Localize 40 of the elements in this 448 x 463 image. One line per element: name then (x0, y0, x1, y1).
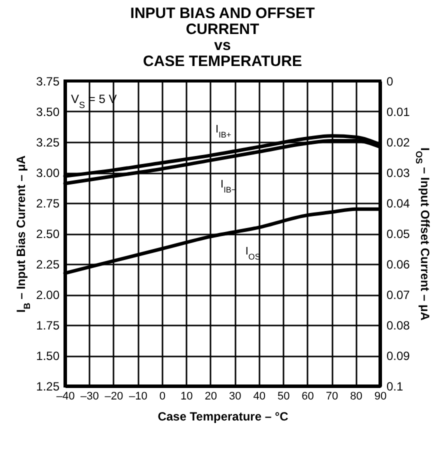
x-tick-label: 50 (277, 390, 290, 402)
y-tick-label: 2.50 (36, 227, 60, 241)
y2-tick-label: 0.06 (386, 258, 410, 272)
y-tick-label: 3.50 (36, 105, 60, 119)
x-tick-label: 20 (204, 390, 218, 402)
y2-tick-label: 0.07 (386, 288, 410, 302)
y-tick-label: 1.25 (36, 380, 60, 394)
y2-tick-label: 0 (386, 74, 394, 88)
x-tick-label: 0 (159, 390, 166, 402)
chart-title: INPUT BIAS AND OFFSET CURRENT vs CASE TEMPERATURE (130, 5, 315, 70)
x-tick-label: 40 (253, 390, 266, 402)
y2-tick-label: 0.02 (386, 136, 410, 150)
x-tick-label: 90 (374, 390, 387, 402)
y2-tick-label: 0.1 (386, 380, 404, 394)
y-tick-label: 2.25 (36, 258, 60, 272)
y2-tick-label: 0.04 (386, 196, 410, 210)
x-tick-label: –30 (80, 390, 99, 402)
series-label: I$_{IB+}$ (216, 123, 232, 139)
x-tick-label: 70 (326, 390, 338, 402)
x-axis-title: Case Temperature – °C (158, 410, 289, 424)
y-tick-label: 2.00 (36, 288, 60, 302)
y-tick-label: 3.75 (36, 74, 60, 88)
y2-tick-label: 0.03 (386, 166, 410, 180)
x-tick-label: 80 (350, 390, 362, 402)
x-tick-label: –10 (129, 390, 148, 402)
y-tick-label: 1.75 (36, 318, 60, 332)
y-tick-label: 2.75 (36, 196, 60, 210)
x-tick-label: 60 (302, 390, 314, 402)
y2-tick-label: 0.08 (386, 318, 410, 332)
x-tick-label: 30 (228, 390, 242, 402)
y2-tick-label: 0.05 (386, 227, 410, 241)
y-tick-label: 3.00 (36, 166, 60, 180)
x-tick-label: –40 (56, 390, 75, 402)
y2-tick-label: 0.01 (386, 105, 410, 119)
x-tick-label: –20 (104, 390, 124, 402)
y-tick-label: 1.50 (36, 349, 60, 363)
x-tick-label: 10 (180, 390, 193, 402)
series-label: I$_{IB−}$ (220, 178, 236, 194)
y2-tick-label: 0.09 (386, 349, 410, 363)
y-tick-label: 3.25 (36, 136, 60, 150)
